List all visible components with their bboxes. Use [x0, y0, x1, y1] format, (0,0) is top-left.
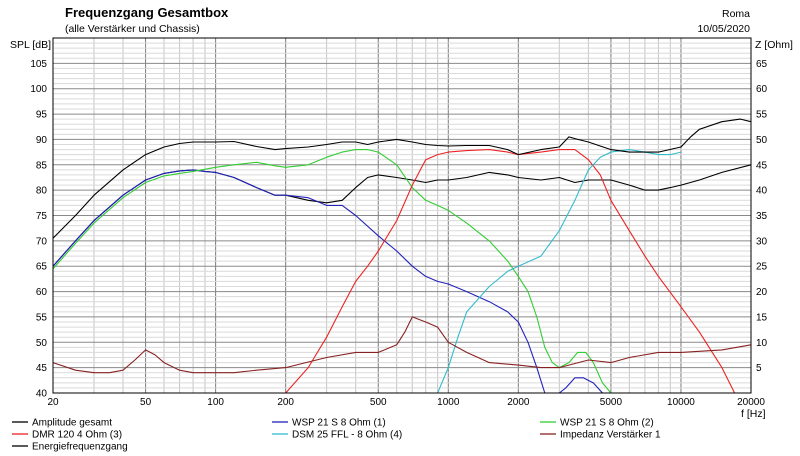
chart-subtitle: (alle Verstärker und Chassis)	[65, 23, 200, 35]
y-tick-label-left: 65	[36, 262, 48, 273]
y-tick-label-left: 100	[30, 84, 47, 95]
x-tick-label: 20	[47, 397, 59, 408]
series-line-7	[52, 118, 752, 239]
y-tick-label-left: 55	[36, 312, 48, 323]
y-tick-label-left: 45	[36, 363, 48, 374]
y-tick-label-left: 90	[36, 135, 48, 146]
legend-entry: DMR 120 4 Ohm (3)	[32, 430, 122, 441]
x-tick-label: 2000	[507, 397, 530, 408]
y-tick-label-right: 65	[756, 59, 768, 70]
y-tick-label-right: 30	[756, 236, 768, 247]
series-lines	[52, 118, 752, 394]
y-tick-label-right: 15	[756, 312, 768, 323]
y-tick-label-left: 105	[30, 59, 47, 70]
x-tick-label: 5000	[600, 397, 623, 408]
y-tick-label-right: 10	[756, 338, 768, 349]
legend-entry: Energiefrequenzgang	[32, 442, 128, 453]
y-tick-label-left: 95	[36, 110, 48, 121]
date-label: 10/05/2020	[697, 23, 750, 35]
legend-entry: DSM 25 FFL - 8 Ohm (4)	[292, 430, 402, 441]
x-tick-label: 20000	[737, 397, 765, 408]
y-axis-right-label: Z [Ohm]	[755, 39, 793, 51]
y-tick-label-right: 40	[756, 186, 768, 197]
x-tick-label: 10000	[667, 397, 695, 408]
x-tick-label: 50	[140, 397, 152, 408]
y-tick-label-left: 60	[36, 287, 48, 298]
y-tick-label-right: 50	[756, 135, 768, 146]
y-tick-label-left: 40	[36, 389, 48, 400]
legend-entry: WSP 21 S 8 Ohm (2)	[560, 418, 654, 429]
y-tick-label-right: 25	[756, 262, 768, 273]
y-tick-label-left: 70	[36, 236, 48, 247]
legend-entry: Impedanz Verstärker 1	[560, 430, 661, 441]
series-line-4	[285, 149, 736, 394]
legend-entry: WSP 21 S 8 Ohm (1)	[292, 418, 386, 429]
y-tick-label-right: 45	[756, 160, 768, 171]
y-tick-label-right: 60	[756, 84, 768, 95]
y-tick-label-left: 80	[36, 186, 48, 197]
chart-title: Frequenzgang Gesamtbox	[65, 5, 229, 20]
x-tick-label: 1000	[437, 397, 460, 408]
plot-frame	[52, 37, 752, 394]
y-axis-left-label: SPL [dB]	[10, 39, 51, 51]
y-tick-label-left: 50	[36, 338, 48, 349]
tick-labels: 20 50 100 200 500 1000 2000 5000 10000 20000 40 45 5…	[30, 59, 767, 408]
location-label: Roma	[722, 8, 750, 20]
legend: Amplitude gesamt WSP 21 S 8 Ohm (1) WSP 21…	[12, 418, 661, 453]
series-line-6	[52, 316, 752, 374]
y-tick-label-right: 20	[756, 287, 768, 298]
x-tick-label: 500	[370, 397, 387, 408]
y-tick-label-left: 75	[36, 211, 48, 222]
x-tick-label: 200	[277, 397, 294, 408]
y-tick-label-right: 35	[756, 211, 768, 222]
y-tick-label-left: 85	[36, 160, 48, 171]
grid	[52, 37, 752, 394]
series-line-3	[52, 149, 612, 394]
x-axis-label: f [Hz]	[741, 408, 766, 420]
y-tick-label-right: 55	[756, 110, 768, 121]
x-tick-label: 100	[207, 397, 224, 408]
y-tick-label-right: 5	[756, 363, 762, 374]
legend-entry: Amplitude gesamt	[32, 418, 112, 429]
